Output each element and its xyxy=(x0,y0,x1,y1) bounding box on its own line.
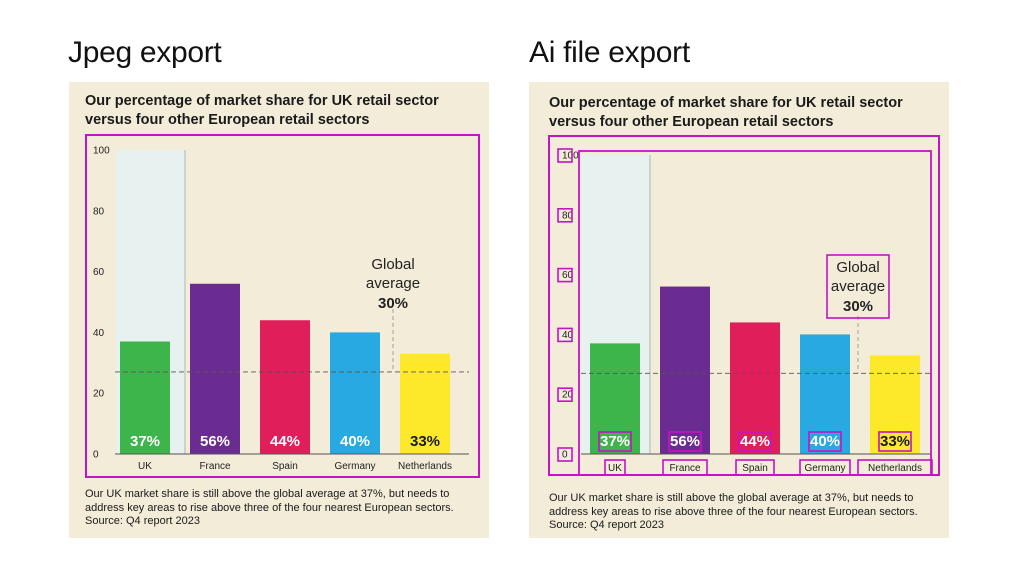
panel-heading-jpeg: Jpeg export xyxy=(68,36,222,69)
category-label: Netherlands xyxy=(398,461,452,472)
annotation-line-2: average xyxy=(831,278,885,295)
y-tick-outline xyxy=(557,267,573,283)
category-label: France xyxy=(199,461,231,472)
annotation-outline xyxy=(826,254,890,319)
bar-chart-jpeg: 0 20 40 60 80 100 37% UK 56% France 44% Spain 40% Ger… xyxy=(85,134,480,478)
annotation-line-2: average xyxy=(366,275,420,292)
value-label-outline xyxy=(598,431,632,452)
category-label: Netherlands xyxy=(868,463,922,474)
value-label: 40% xyxy=(810,433,840,450)
y-tick-label: 100 xyxy=(93,146,110,157)
value-label: 33% xyxy=(410,433,440,450)
category-label: Germany xyxy=(804,463,845,474)
chart-title: Our percentage of market share for UK re… xyxy=(85,92,475,130)
y-tick-label: 0 xyxy=(93,450,99,461)
annotation-line-1: Global xyxy=(836,259,879,276)
bar-uk xyxy=(120,341,170,454)
annotation-value: 30% xyxy=(843,298,873,315)
y-tick-label: 100 xyxy=(562,151,579,162)
panel-heading-ai: Ai file export xyxy=(529,36,690,69)
value-label-outline xyxy=(738,431,772,452)
y-tick-label: 40 xyxy=(93,328,105,339)
value-label: 37% xyxy=(600,433,630,450)
bar-germany xyxy=(330,332,380,454)
chart-title-line-1: Our percentage of market share for UK re… xyxy=(85,93,439,109)
chart-card-jpeg: Our percentage of market share for UK re… xyxy=(69,82,489,538)
y-tick-label: 60 xyxy=(93,267,105,278)
category-label: UK xyxy=(138,461,152,472)
y-tick-outline xyxy=(557,148,573,163)
caption-line-1: Our UK market share is still above the g… xyxy=(85,488,450,500)
y-tick-label: 0 xyxy=(562,450,568,461)
annotation-line-1: Global xyxy=(371,256,414,273)
value-label: 44% xyxy=(740,433,770,450)
value-label: 44% xyxy=(270,433,300,450)
caption-line-2: address key areas to rise above three of… xyxy=(85,501,454,514)
value-label: 56% xyxy=(200,433,230,450)
value-label: 40% xyxy=(340,433,370,450)
y-tick-label: 80 xyxy=(93,206,105,217)
bar-spain xyxy=(260,320,310,454)
chart-caption: Our UK market share is still above the g… xyxy=(549,492,944,533)
bar-france xyxy=(190,283,240,454)
value-label: 33% xyxy=(880,433,910,450)
y-tick-outline xyxy=(557,327,573,343)
category-label: Spain xyxy=(272,461,298,472)
bar-netherlands xyxy=(400,353,450,454)
annotation-value: 30% xyxy=(378,295,408,312)
value-label-outline xyxy=(808,431,842,452)
category-label: Germany xyxy=(334,461,375,472)
caption-source: Source: Q4 report 2023 xyxy=(85,515,200,527)
y-tick-label: 20 xyxy=(562,390,574,401)
chart-title-line-2: versus four other European retail sector… xyxy=(549,114,834,130)
y-tick-label: 20 xyxy=(93,389,105,400)
caption-source: Source: Q4 report 2023 xyxy=(549,519,664,531)
value-label: 37% xyxy=(130,433,160,450)
value-label: 56% xyxy=(670,433,700,450)
y-tick-label: 60 xyxy=(562,270,574,281)
value-label-outline xyxy=(878,431,912,452)
chart-caption: Our UK market share is still above the g… xyxy=(85,488,480,529)
chart-frame xyxy=(85,134,480,478)
plot-area-frame xyxy=(578,150,932,476)
category-label: France xyxy=(669,463,701,474)
chart-card-ai: Our percentage of market share for UK re… xyxy=(529,82,949,538)
chart-title: Our percentage of market share for UK re… xyxy=(549,94,939,132)
y-tick-outline xyxy=(557,208,573,223)
y-tick-outline xyxy=(557,447,573,462)
y-tick-label: 80 xyxy=(562,210,574,221)
bar-france xyxy=(660,286,710,454)
caption-line-1: Our UK market share is still above the g… xyxy=(549,492,914,504)
category-label: Spain xyxy=(742,463,768,474)
chart-title-line-2: versus four other European retail sector… xyxy=(85,112,370,128)
chart-title-line-1: Our percentage of market share for UK re… xyxy=(549,95,903,111)
y-tick-label: 40 xyxy=(562,330,574,341)
y-tick-outline xyxy=(557,387,573,403)
caption-line-2: address key areas to rise above three of… xyxy=(549,505,918,518)
bar-chart-ai: 0 20 40 60 80 100 37% UK 56% France 44% Spain 40% Ger… xyxy=(548,135,940,476)
category-label: UK xyxy=(608,463,622,474)
value-label-outline xyxy=(668,431,702,452)
